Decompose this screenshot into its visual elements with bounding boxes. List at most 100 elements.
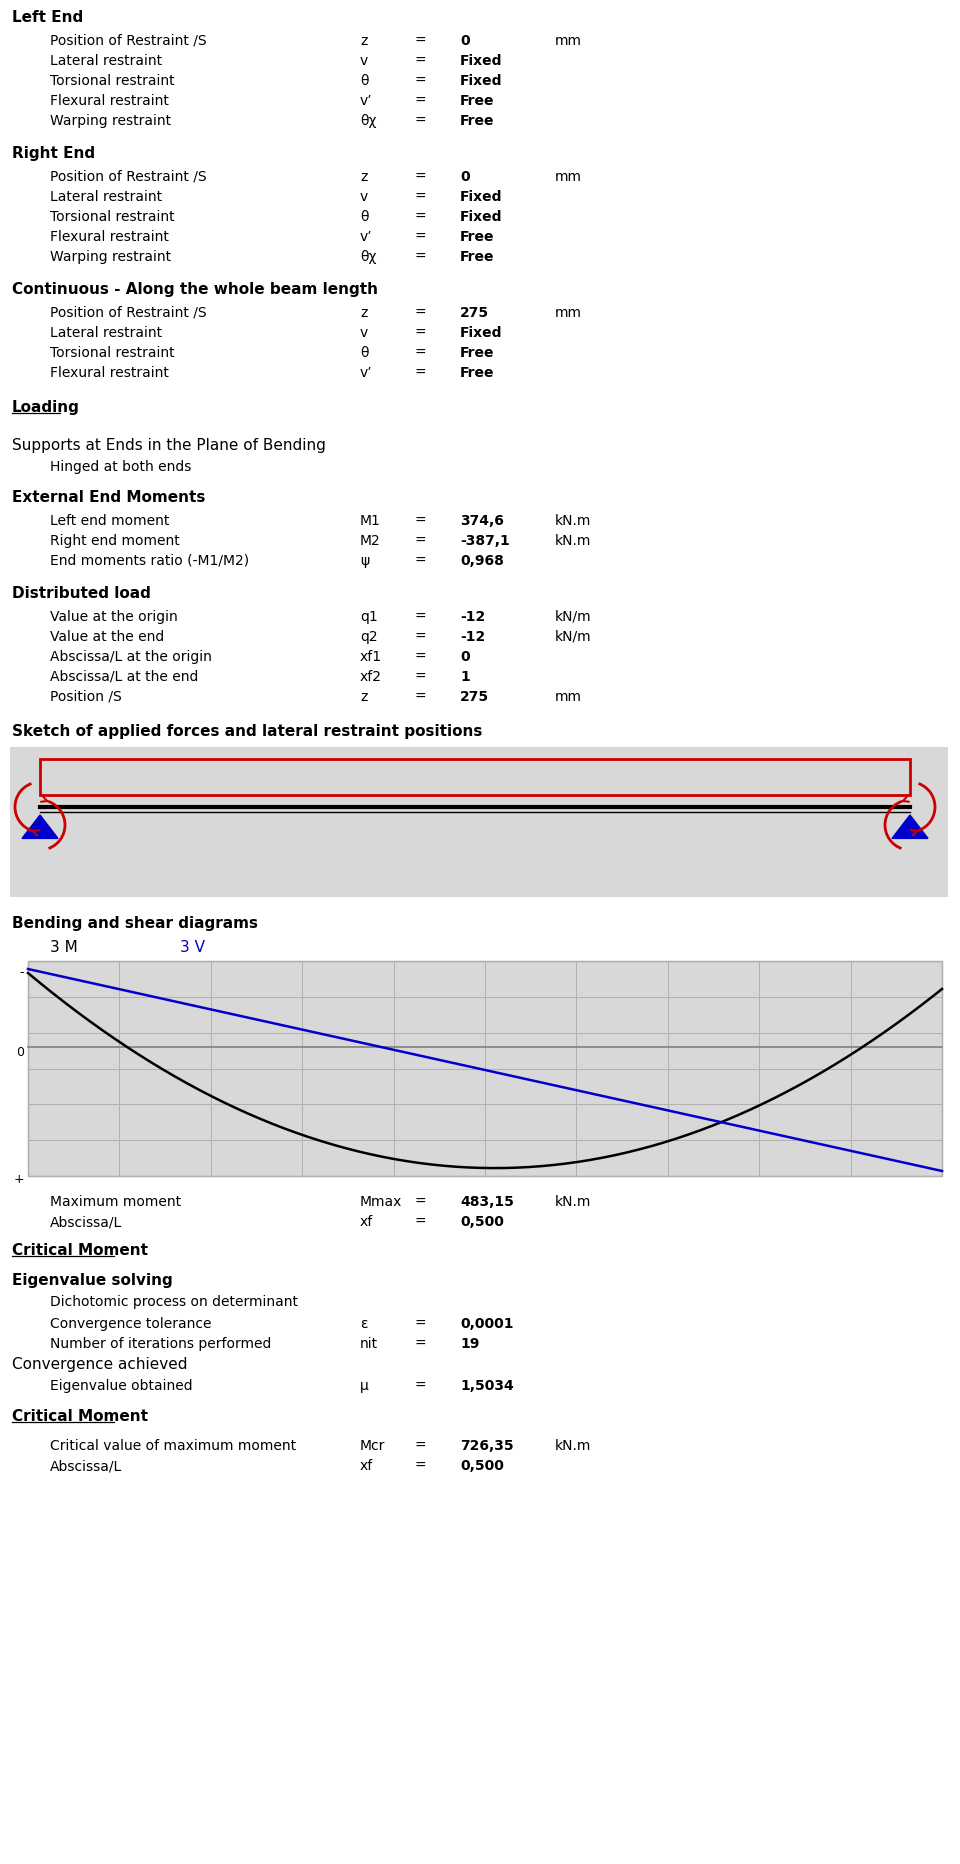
Text: ε: ε	[360, 1316, 368, 1331]
Text: Number of iterations performed: Number of iterations performed	[50, 1336, 272, 1350]
Text: Right End: Right End	[12, 145, 95, 160]
Text: xf: xf	[360, 1458, 373, 1473]
Text: 374,6: 374,6	[460, 514, 504, 528]
Text: Position of Restraint /S: Position of Restraint /S	[50, 306, 206, 321]
Text: -12: -12	[460, 610, 485, 624]
Text: Free: Free	[460, 229, 494, 244]
Text: kN/m: kN/m	[555, 610, 591, 624]
Text: Continuous - Along the whole beam length: Continuous - Along the whole beam length	[12, 281, 378, 296]
Text: -387,1: -387,1	[460, 533, 510, 548]
Text: 0: 0	[460, 651, 469, 664]
Text: Abscissa/L: Abscissa/L	[50, 1213, 122, 1228]
Text: Eigenvalue solving: Eigenvalue solving	[12, 1273, 173, 1288]
Text: Left End: Left End	[12, 9, 84, 24]
Text: 0: 0	[460, 34, 469, 48]
Text: Lateral restraint: Lateral restraint	[50, 190, 162, 203]
Text: External End Moments: External End Moments	[12, 490, 205, 505]
Text: Position /S: Position /S	[50, 690, 122, 703]
Text: =: =	[415, 610, 426, 624]
Text: v’: v’	[360, 229, 372, 244]
Text: q1: q1	[360, 610, 377, 624]
Text: =: =	[415, 630, 426, 643]
Text: Sketch of applied forces and lateral restraint positions: Sketch of applied forces and lateral res…	[12, 723, 482, 738]
Text: Free: Free	[460, 347, 494, 360]
Text: z: z	[360, 170, 368, 185]
Text: 483,15: 483,15	[460, 1195, 514, 1208]
Text: v: v	[360, 190, 369, 203]
Text: v: v	[360, 54, 369, 67]
Text: z: z	[360, 690, 368, 703]
Text: 3 M: 3 M	[50, 939, 78, 954]
Text: Fixed: Fixed	[460, 190, 502, 203]
Text: Flexural restraint: Flexural restraint	[50, 365, 169, 380]
Text: xf1: xf1	[360, 651, 382, 664]
Text: =: =	[415, 669, 426, 684]
Text: =: =	[415, 514, 426, 528]
Text: Supports at Ends in the Plane of Bending: Supports at Ends in the Plane of Bending	[12, 438, 325, 453]
Text: =: =	[415, 533, 426, 548]
Text: =: =	[415, 554, 426, 569]
Text: θχ: θχ	[360, 250, 376, 265]
Text: =: =	[415, 1336, 426, 1350]
Text: Maximum moment: Maximum moment	[50, 1195, 181, 1208]
Text: =: =	[415, 306, 426, 321]
Text: M1: M1	[360, 514, 381, 528]
Bar	[40, 761, 910, 796]
Text: Right end moment: Right end moment	[50, 533, 180, 548]
Text: Hinged at both ends: Hinged at both ends	[50, 460, 191, 473]
Text: Warping restraint: Warping restraint	[50, 114, 171, 129]
Text: Mmax: Mmax	[360, 1195, 402, 1208]
Text: 1,5034: 1,5034	[460, 1377, 514, 1392]
Text: Eigenvalue obtained: Eigenvalue obtained	[50, 1377, 193, 1392]
Text: =: =	[415, 34, 426, 48]
Text: Critical value of maximum moment: Critical value of maximum moment	[50, 1439, 296, 1452]
Text: 19: 19	[460, 1336, 479, 1350]
Text: =: =	[415, 1377, 426, 1392]
Text: =: =	[415, 229, 426, 244]
Text: θ: θ	[360, 347, 369, 360]
Text: θ: θ	[360, 75, 369, 88]
Text: =: =	[415, 1213, 426, 1228]
Text: kN.m: kN.m	[555, 1439, 591, 1452]
FancyBboxPatch shape	[10, 747, 948, 898]
Text: Abscissa/L at the origin: Abscissa/L at the origin	[50, 651, 212, 664]
Text: =: =	[415, 54, 426, 67]
Text: 275: 275	[460, 306, 490, 321]
Text: M2: M2	[360, 533, 381, 548]
Text: 0,968: 0,968	[460, 554, 504, 569]
Text: mm: mm	[555, 34, 582, 48]
Text: -12: -12	[460, 630, 485, 643]
Text: Fixed: Fixed	[460, 326, 502, 339]
Text: 0,0001: 0,0001	[460, 1316, 514, 1331]
Polygon shape	[892, 816, 928, 839]
Text: Convergence tolerance: Convergence tolerance	[50, 1316, 211, 1331]
Text: =: =	[415, 114, 426, 129]
Text: Critical Moment: Critical Moment	[12, 1241, 148, 1258]
Text: 0,500: 0,500	[460, 1458, 504, 1473]
Text: kN/m: kN/m	[555, 630, 591, 643]
Text: =: =	[415, 211, 426, 224]
Text: Free: Free	[460, 93, 494, 108]
Text: Loading: Loading	[12, 399, 80, 416]
Text: Mcr: Mcr	[360, 1439, 385, 1452]
Text: Distributed load: Distributed load	[12, 585, 151, 600]
Text: Convergence achieved: Convergence achieved	[12, 1357, 187, 1372]
Text: kN.m: kN.m	[555, 533, 591, 548]
Text: Lateral restraint: Lateral restraint	[50, 326, 162, 339]
Text: =: =	[415, 75, 426, 88]
Text: z: z	[360, 34, 368, 48]
Text: =: =	[415, 347, 426, 360]
Text: Torsional restraint: Torsional restraint	[50, 347, 175, 360]
Text: 0,500: 0,500	[460, 1213, 504, 1228]
Text: 275: 275	[460, 690, 490, 703]
Text: Torsional restraint: Torsional restraint	[50, 75, 175, 88]
Text: Bending and shear diagrams: Bending and shear diagrams	[12, 915, 258, 930]
Text: q2: q2	[360, 630, 377, 643]
Text: nit: nit	[360, 1336, 378, 1350]
Text: Abscissa/L: Abscissa/L	[50, 1458, 122, 1473]
Text: v’: v’	[360, 365, 372, 380]
Text: =: =	[415, 190, 426, 203]
Polygon shape	[22, 816, 58, 839]
Text: xf2: xf2	[360, 669, 382, 684]
Text: +: +	[13, 1172, 24, 1186]
